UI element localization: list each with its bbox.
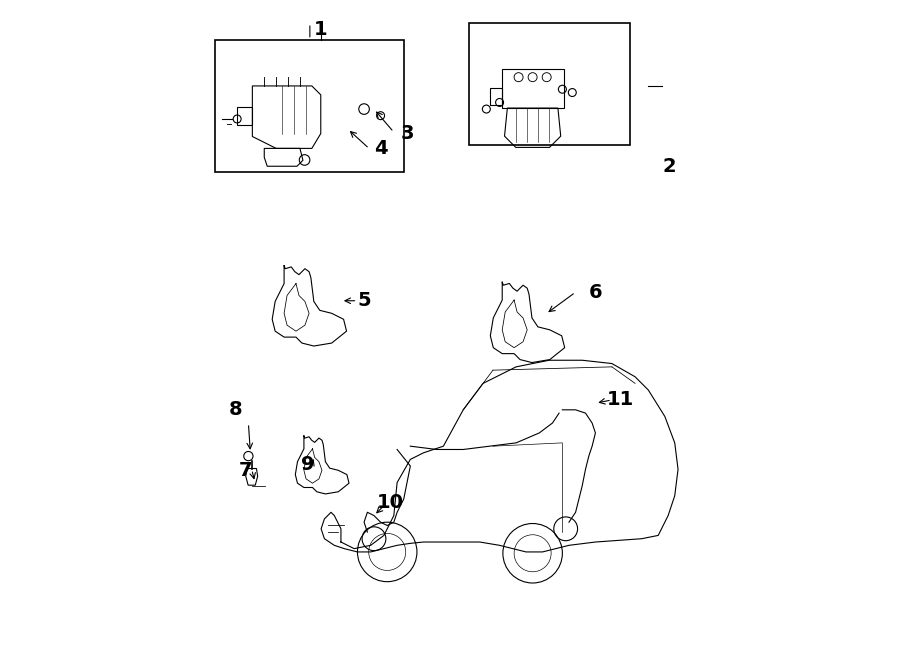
Text: 3: 3 xyxy=(400,124,414,143)
Text: 11: 11 xyxy=(607,391,634,409)
Text: 9: 9 xyxy=(302,455,315,473)
Text: 6: 6 xyxy=(589,283,602,301)
Text: 8: 8 xyxy=(229,401,242,419)
Text: 2: 2 xyxy=(662,157,676,176)
Text: 7: 7 xyxy=(238,461,252,480)
Text: 10: 10 xyxy=(377,493,404,512)
Text: 4: 4 xyxy=(374,139,387,158)
Text: 5: 5 xyxy=(357,292,371,310)
Bar xyxy=(469,23,631,145)
Bar xyxy=(215,40,404,172)
Text: 1: 1 xyxy=(314,20,328,39)
